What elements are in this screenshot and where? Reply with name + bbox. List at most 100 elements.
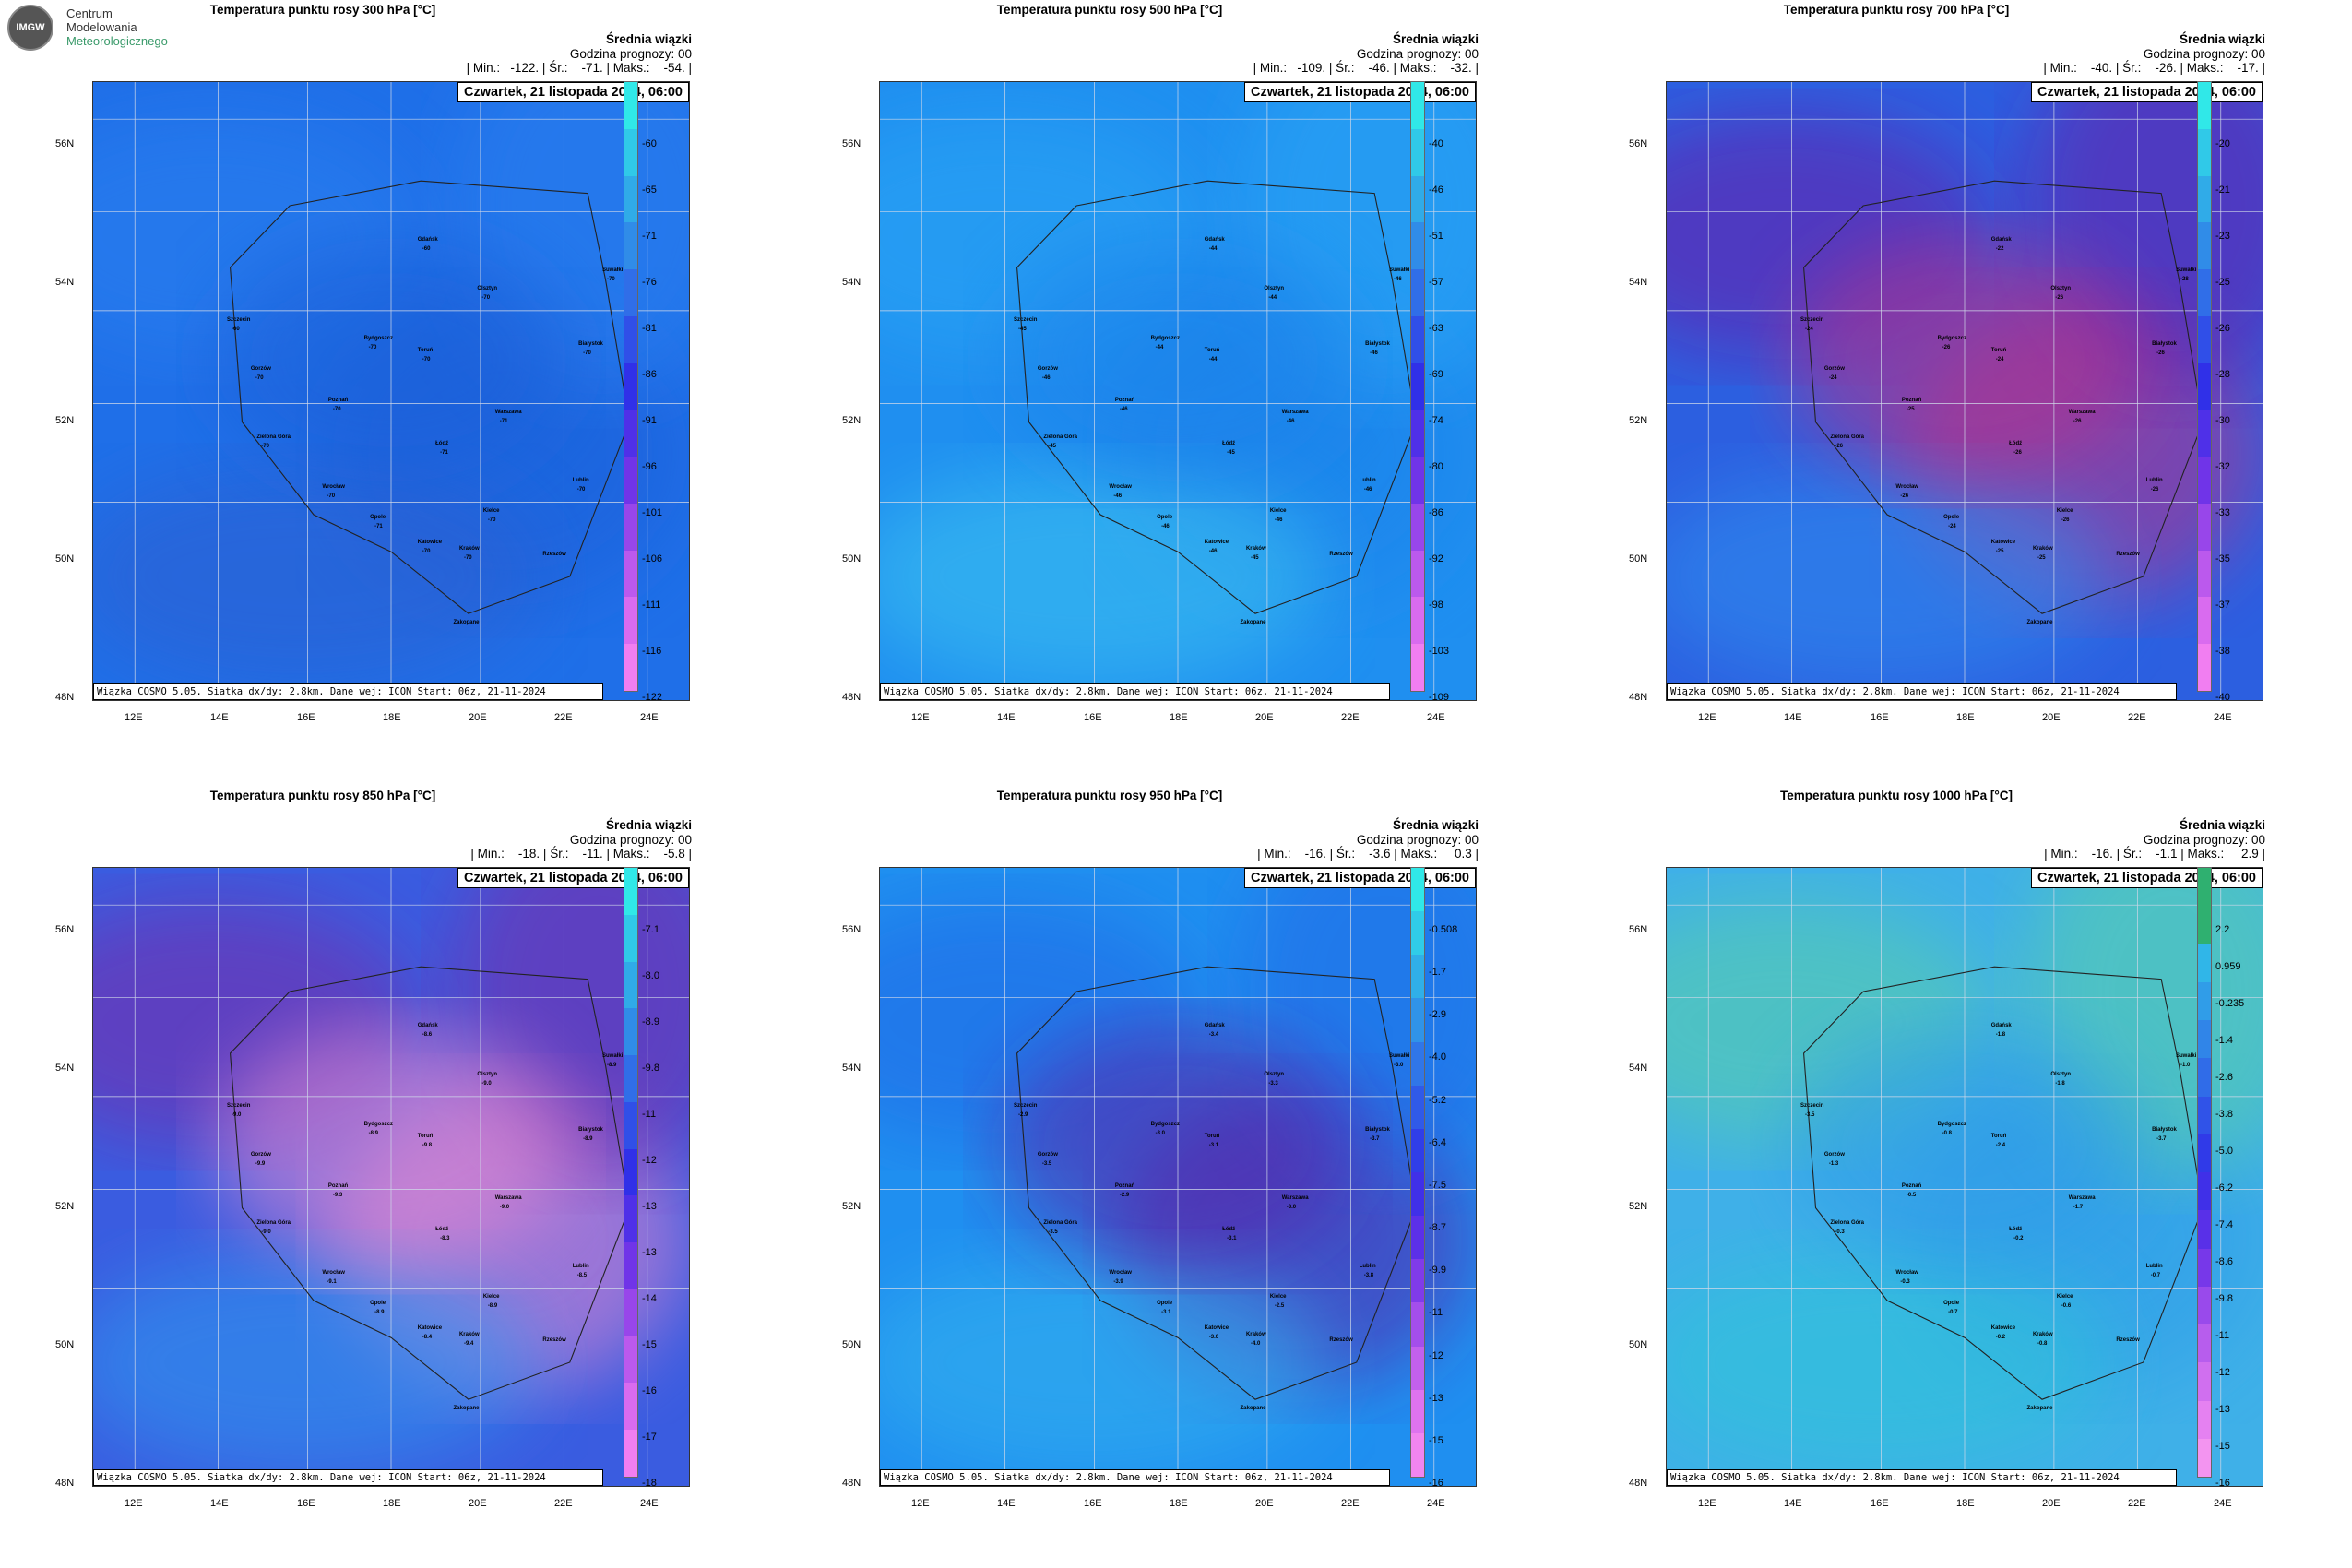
footer-box: Wiązka COSMO 5.05. Siatka dx/dy: 2.8km. … <box>880 683 1390 700</box>
map-panel: Temperatura punktu rosy 700 hPa [°C] Śre… <box>1574 0 2311 756</box>
city-value: -46 <box>1370 350 1378 357</box>
city-label: Bydgoszcz <box>1937 335 1966 341</box>
colorbar-label: -60 <box>642 138 657 149</box>
lat-label: 50N <box>842 1339 861 1350</box>
city-label: Białystok <box>2152 1127 2177 1134</box>
city-label: Gdańsk <box>1204 236 1225 243</box>
lat-label: 54N <box>55 1063 75 1074</box>
lat-label: 52N <box>1629 415 1648 426</box>
city-label: Suwałki <box>602 1053 624 1059</box>
city-label: Zakopane <box>1240 1405 1266 1411</box>
city-label: Gdańsk <box>1204 1022 1225 1028</box>
lat-label: 56N <box>1629 138 1648 149</box>
city-label: Białystok <box>578 1127 603 1134</box>
colorbar-label: -91 <box>642 415 657 426</box>
map-field <box>880 82 1476 700</box>
city-label: Poznań <box>327 1182 349 1189</box>
city-label: Warszawa <box>2068 410 2096 416</box>
city-value: -46 <box>1274 517 1283 524</box>
colorbar-label: -12 <box>642 1155 657 1166</box>
panel-title: Temperatura punktu rosy 950 hPa [°C] <box>996 789 1223 802</box>
lon-label: 12E <box>911 1498 930 1509</box>
colorbar-label: -9.8 <box>2215 1293 2233 1304</box>
map-area[interactable]: Czwartek, 21 listopada 2024, 06:00 Wiązk… <box>92 867 690 1487</box>
city-value: -46 <box>1363 486 1372 493</box>
colorbar-label: -86 <box>642 369 657 380</box>
map-panel: Temperatura punktu rosy 1000 hPa [°C] Śr… <box>1574 786 2311 1542</box>
city-value: -2.5 <box>1274 1303 1285 1310</box>
city-value: -1.3 <box>1828 1161 1839 1168</box>
lon-label: 24E <box>640 1498 659 1509</box>
lon-label: 18E <box>383 712 401 723</box>
city-label: Warszawa <box>494 410 522 416</box>
lon-label: 24E <box>2214 1498 2232 1509</box>
colorbar-label: -14 <box>642 1293 657 1304</box>
lon-label: 12E <box>125 1498 143 1509</box>
map-area[interactable]: Czwartek, 21 listopada 2024, 06:00 Wiązk… <box>879 867 1477 1487</box>
city-value: -46 <box>1394 277 1402 282</box>
city-label: Olsztyn <box>2050 286 2072 292</box>
city-label: Łódź <box>435 440 449 446</box>
colorbar-label: -92 <box>1429 553 1443 564</box>
colorbar-label: -23 <box>2215 231 2230 242</box>
map-area[interactable]: Czwartek, 21 listopada 2024, 06:00 Wiązk… <box>879 81 1477 701</box>
colorbar-label: -28 <box>2215 369 2230 380</box>
map-panel: Temperatura punktu rosy 850 hPa [°C] Śre… <box>0 786 738 1542</box>
lat-label: 56N <box>55 138 75 149</box>
map-panel: Temperatura punktu rosy 500 hPa [°C] Śre… <box>787 0 1525 756</box>
city-label: Opole <box>1943 515 1960 520</box>
city-value: -46 <box>1208 548 1218 554</box>
city-value: -26 <box>2013 449 2022 456</box>
city-value: -70 <box>487 517 496 524</box>
lon-label: 18E <box>1170 1498 1188 1509</box>
city-label: Warszawa <box>2068 1195 2096 1202</box>
colorbar-label: -7.4 <box>2215 1219 2233 1230</box>
lon-label: 20E <box>469 1498 487 1509</box>
colorbar-label: -1.4 <box>2215 1035 2233 1046</box>
footer-box: Wiązka COSMO 5.05. Siatka dx/dy: 2.8km. … <box>1667 683 2177 700</box>
city-value: -60 <box>232 326 240 332</box>
lat-label: 54N <box>842 1063 861 1074</box>
map-area[interactable]: Czwartek, 21 listopada 2024, 06:00 Wiązk… <box>1666 867 2263 1487</box>
lon-label: 20E <box>1255 712 1274 723</box>
colorbar-label: -69 <box>1429 369 1443 380</box>
lat-label: 48N <box>55 692 75 703</box>
city-value: -8.4 <box>422 1334 433 1340</box>
city-value: -70 <box>422 357 431 363</box>
city-value: -44 <box>1155 344 1164 350</box>
city-label: Katowice <box>1990 1324 2016 1331</box>
city-value: -3.9 <box>1113 1278 1123 1285</box>
map-area[interactable]: Czwartek, 21 listopada 2024, 06:00 Wiązk… <box>1666 81 2263 701</box>
lat-label: 56N <box>1629 924 1648 935</box>
map-area[interactable]: Czwartek, 21 listopada 2024, 06:00 Wiązk… <box>92 81 690 701</box>
city-value: -8.9 <box>583 1136 593 1143</box>
lon-label: 20E <box>1255 1498 1274 1509</box>
city-label: Opole <box>1157 515 1173 520</box>
city-value: -24 <box>1948 524 1956 529</box>
lon-label: 22E <box>554 712 573 723</box>
city-label: Opole <box>370 515 386 520</box>
colorbar-label: -4.0 <box>1429 1051 1446 1063</box>
city-label: Wrocław <box>1109 483 1132 490</box>
city-value: -24 <box>1805 326 1813 332</box>
lon-label: 16E <box>1084 712 1102 723</box>
colorbar-label: -65 <box>642 184 657 196</box>
panel-title: Temperatura punktu rosy 500 hPa [°C] <box>996 3 1223 17</box>
city-value: -0.3 <box>1900 1278 1910 1285</box>
city-label: Łódź <box>1222 440 1236 446</box>
city-label: Gorzów <box>1037 366 1058 373</box>
colorbar <box>2197 81 2212 692</box>
colorbar-label: -5.0 <box>2215 1146 2233 1157</box>
lat-label: 48N <box>1629 692 1648 703</box>
lat-label: 50N <box>55 553 75 564</box>
imgw-logo: IMGW Centrum Modelowania Meteorologiczne… <box>7 5 183 51</box>
colorbar-label: 0.959 <box>2215 961 2241 972</box>
city-value: -9.0 <box>261 1229 271 1235</box>
lon-label: 22E <box>2128 1498 2146 1509</box>
colorbar-label: -8.6 <box>2215 1256 2233 1267</box>
stats-line: | Min.: -16. | Śr.: -3.6 | Maks.: 0.3 | <box>1257 847 1479 861</box>
lon-label: 18E <box>1170 712 1188 723</box>
city-value: -3.5 <box>1041 1161 1052 1168</box>
colorbar-label: -0.508 <box>1429 924 1458 935</box>
city-label: Olsztyn <box>1264 286 1285 292</box>
